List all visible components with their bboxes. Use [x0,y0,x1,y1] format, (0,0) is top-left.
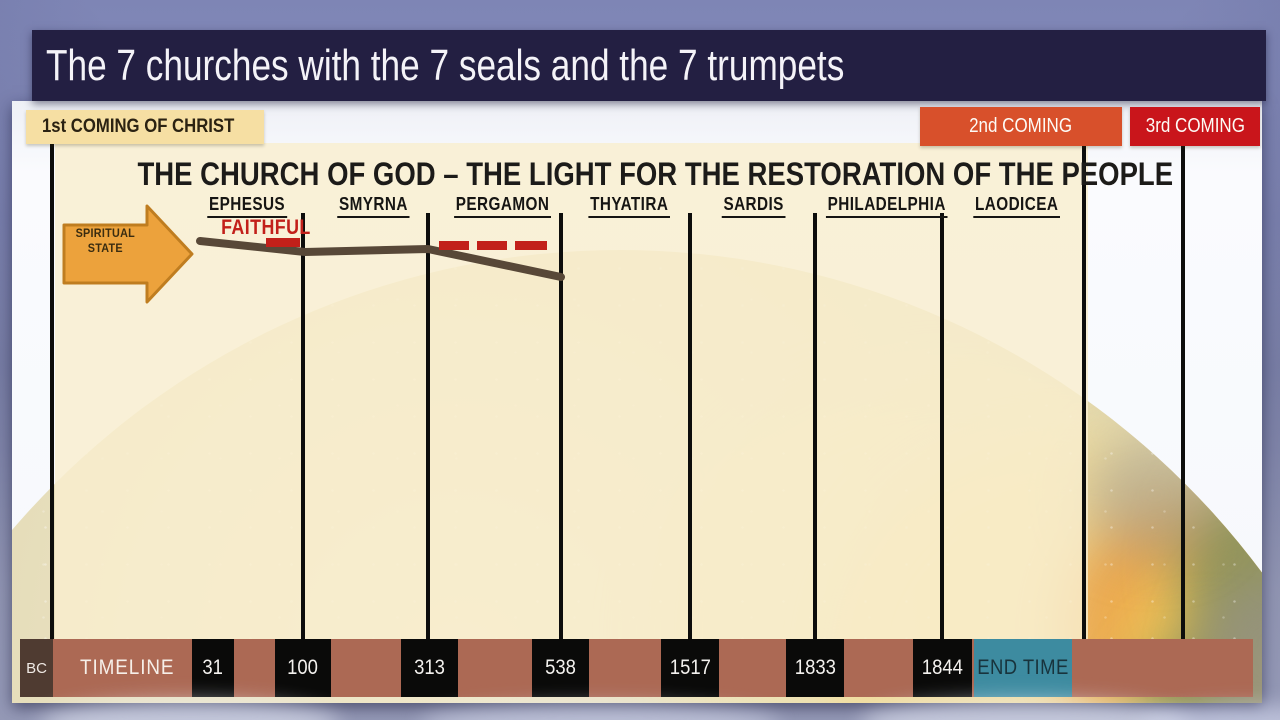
spiritual-state-arrow-text: SPIRITUAL STATE [75,226,136,255]
timeline-divider-line [426,213,430,697]
cloud-decoration [860,699,1190,720]
end-time-box: END TIME [974,639,1072,697]
cloud-decoration [420,704,780,720]
globe-smoke-blob [1085,435,1225,555]
date-box-538: 538 [532,639,589,697]
timeline-divider-line [559,213,563,697]
date-box-1844: 1844 [913,639,972,697]
date-box-1517: 1517 [661,639,719,697]
cloud-decoration [1140,706,1280,720]
cloud-decoration [40,700,340,720]
slide-title: The 7 churches with the 7 seals and the … [46,40,845,90]
timeline-title: TIMELINE [80,656,175,679]
timeline-divider-line [1082,146,1086,697]
timeline-divider-line [940,213,944,697]
timeline-divider-line [688,213,692,697]
timeline-divider-line [50,144,54,697]
date-box-100: 100 [275,639,331,697]
third-coming-label: 3rd COMING [1130,107,1260,146]
church-label-ephesus: EPHESUS [207,194,287,218]
date-box-313: 313 [401,639,458,697]
church-chart-panel [55,143,1088,639]
church-label-thyatira: THYATIRA [588,194,671,218]
date-box-1833: 1833 [786,639,844,697]
timeline-divider-line [301,213,305,697]
timeline-bar: BC TIMELINE 31 100 313 538 1517 1833 184… [20,639,1253,697]
church-label-sardis: SARDIS [721,194,786,218]
timeline-divider-line [813,213,817,697]
timeline-divider-line [1181,146,1185,697]
second-coming-label: 2nd COMING [920,107,1122,146]
church-label-philadelphia: PHILADELPHIA [825,194,948,218]
panel-heading: THE CHURCH OF GOD – THE LIGHT FOR THE RE… [137,156,1174,192]
bc-label-box: BC [20,639,53,697]
date-box-31: 31 [192,639,234,697]
faithful-label: FAITHFUL [221,216,311,239]
title-bar: The 7 churches with the 7 seals and the … [32,30,1266,101]
church-label-pergamon: PERGAMON [454,194,552,218]
church-label-smyrna: SMYRNA [337,194,410,218]
first-coming-label: 1st COMING OF CHRIST [26,110,264,144]
church-label-laodicea: LAODICEA [973,194,1060,218]
